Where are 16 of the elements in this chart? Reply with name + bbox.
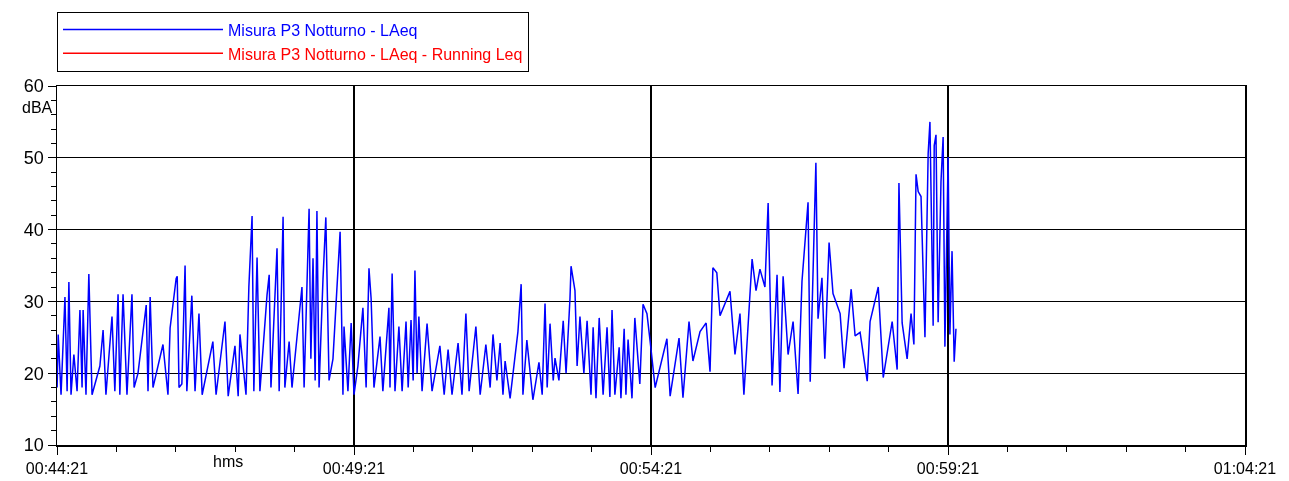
x-tick-label: 01:04:21 bbox=[1213, 459, 1277, 477]
text: Misura P3 Notturno - LAeq bbox=[228, 21, 418, 39]
x-axis-title: hms bbox=[213, 453, 244, 470]
y-tick-label: 60 bbox=[23, 76, 44, 97]
y-tick-label: 40 bbox=[23, 219, 44, 240]
x-tick-label: 00:54:21 bbox=[619, 459, 683, 477]
x-tick-label: 00:44:21 bbox=[25, 459, 89, 477]
y-tick-label: 50 bbox=[23, 148, 44, 169]
line-series bbox=[57, 121, 957, 401]
y-tick-label: 10 bbox=[23, 435, 44, 456]
legend-label: Misura P3 Notturno - LAeq - Running Leq bbox=[228, 45, 523, 63]
y-tick-label: 30 bbox=[23, 291, 44, 312]
y-tick-label: 20 bbox=[23, 363, 44, 384]
x-tick-label: 00:49:21 bbox=[322, 459, 386, 477]
y-axis-title: dBA bbox=[22, 99, 53, 116]
x-tick-label: 00:59:21 bbox=[916, 459, 980, 477]
